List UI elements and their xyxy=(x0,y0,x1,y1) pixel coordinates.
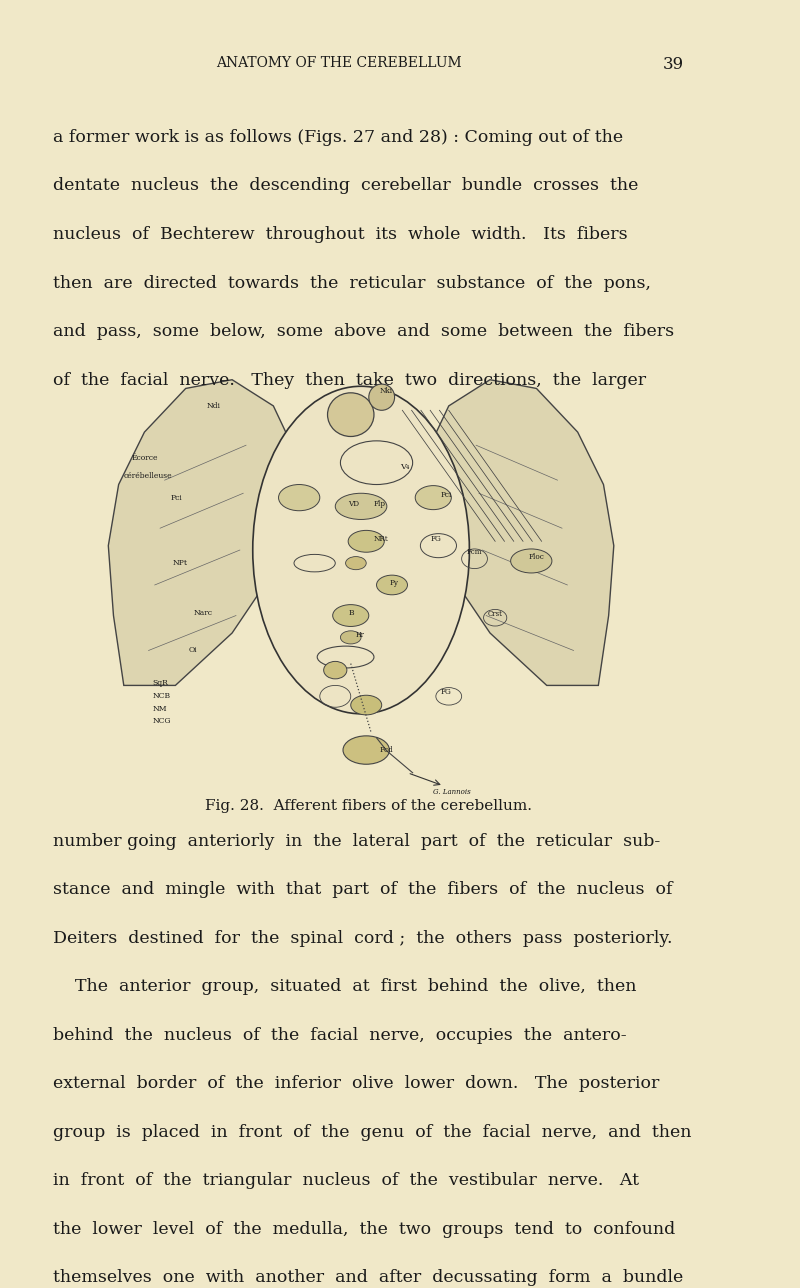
Text: number going  anteriorly  in  the  lateral  part  of  the  reticular  sub-: number going anteriorly in the lateral p… xyxy=(53,832,660,850)
Ellipse shape xyxy=(278,484,320,511)
Text: VD: VD xyxy=(348,500,359,509)
Text: Hr: Hr xyxy=(356,631,365,639)
Ellipse shape xyxy=(253,386,470,714)
Text: Flp: Flp xyxy=(374,500,386,509)
Text: NRt: NRt xyxy=(374,535,389,544)
Text: NCG: NCG xyxy=(152,717,170,725)
Text: B: B xyxy=(348,609,354,617)
Text: FG: FG xyxy=(430,535,442,544)
Text: in  front  of  the  triangular  nucleus  of  the  vestibular  nerve.   At: in front of the triangular nucleus of th… xyxy=(53,1172,639,1189)
Ellipse shape xyxy=(327,393,374,437)
Text: NCB: NCB xyxy=(152,693,170,701)
Text: Fig. 28.  Afferent fibers of the cerebellum.: Fig. 28. Afferent fibers of the cerebell… xyxy=(205,800,532,813)
Ellipse shape xyxy=(335,493,387,519)
Text: a former work is as follows (Figs. 27 and 28) : Coming out of the: a former work is as follows (Figs. 27 an… xyxy=(53,129,623,146)
Text: NPt: NPt xyxy=(173,559,188,567)
Text: Ndi: Ndi xyxy=(206,402,220,410)
Text: and  pass,  some  below,  some  above  and  some  between  the  fibers: and pass, some below, some above and som… xyxy=(53,323,674,340)
Text: SqR: SqR xyxy=(152,679,168,688)
Ellipse shape xyxy=(377,576,407,595)
Text: behind  the  nucleus  of  the  facial  nerve,  occupies  the  antero-: behind the nucleus of the facial nerve, … xyxy=(53,1027,626,1043)
Ellipse shape xyxy=(369,384,394,411)
Text: nucleus  of  Bechterew  throughout  its  whole  width.   Its  fibers: nucleus of Bechterew throughout its whol… xyxy=(53,225,628,243)
Text: dentate  nucleus  the  descending  cerebellar  bundle  crosses  the: dentate nucleus the descending cerebella… xyxy=(53,178,638,194)
Text: stance  and  mingle  with  that  part  of  the  fibers  of  the  nucleus  of: stance and mingle with that part of the … xyxy=(53,881,673,898)
Text: V₄: V₄ xyxy=(400,464,409,471)
Text: themselves  one  with  another  and  after  decussating  form  a  bundle: themselves one with another and after de… xyxy=(53,1269,683,1287)
Text: Nki: Nki xyxy=(379,386,392,394)
Text: cérébelleuse: cérébelleuse xyxy=(124,471,173,480)
Text: group  is  placed  in  front  of  the  genu  of  the  facial  nerve,  and  then: group is placed in front of the genu of … xyxy=(53,1123,691,1141)
Text: Fcm: Fcm xyxy=(467,549,482,556)
Text: ANATOMY OF THE CEREBELLUM: ANATOMY OF THE CEREBELLUM xyxy=(216,57,462,70)
Ellipse shape xyxy=(341,631,361,644)
Ellipse shape xyxy=(510,549,552,573)
Text: G. Lannois: G. Lannois xyxy=(434,788,471,796)
Polygon shape xyxy=(428,380,614,685)
Text: Deiters  destined  for  the  spinal  cord ;  the  others  pass  posteriorly.: Deiters destined for the spinal cord ; t… xyxy=(53,930,673,947)
Text: Pci: Pci xyxy=(441,492,452,500)
Text: NM: NM xyxy=(152,706,166,714)
Ellipse shape xyxy=(348,531,384,553)
Ellipse shape xyxy=(346,556,366,569)
Ellipse shape xyxy=(343,735,390,764)
Text: external  border  of  the  inferior  olive  lower  down.   The  posterior: external border of the inferior olive lo… xyxy=(53,1075,659,1092)
Text: 39: 39 xyxy=(662,57,684,73)
Text: of  the  facial  nerve.   They  then  take  two  directions,  the  larger: of the facial nerve. They then take two … xyxy=(53,372,646,389)
Text: Floc: Floc xyxy=(529,553,545,560)
Text: then  are  directed  towards  the  reticular  substance  of  the  pons,: then are directed towards the reticular … xyxy=(53,274,651,291)
Text: Py: Py xyxy=(390,578,398,587)
Text: The  anterior  group,  situated  at  first  behind  the  olive,  then: The anterior group, situated at first be… xyxy=(53,978,637,996)
Ellipse shape xyxy=(415,486,451,510)
Ellipse shape xyxy=(350,696,382,715)
Ellipse shape xyxy=(324,662,347,679)
Text: FG: FG xyxy=(441,688,452,696)
Text: Crst: Crst xyxy=(487,611,502,618)
Text: Fcd: Fcd xyxy=(379,746,393,753)
Text: Oi: Oi xyxy=(188,647,197,654)
Ellipse shape xyxy=(333,604,369,626)
Text: Narc: Narc xyxy=(194,609,213,617)
Polygon shape xyxy=(108,380,294,685)
Text: Écorce: Écorce xyxy=(131,455,158,462)
Text: Pci: Pci xyxy=(170,493,182,501)
Text: the  lower  level  of  the  medulla,  the  two  groups  tend  to  confound: the lower level of the medulla, the two … xyxy=(53,1221,675,1238)
